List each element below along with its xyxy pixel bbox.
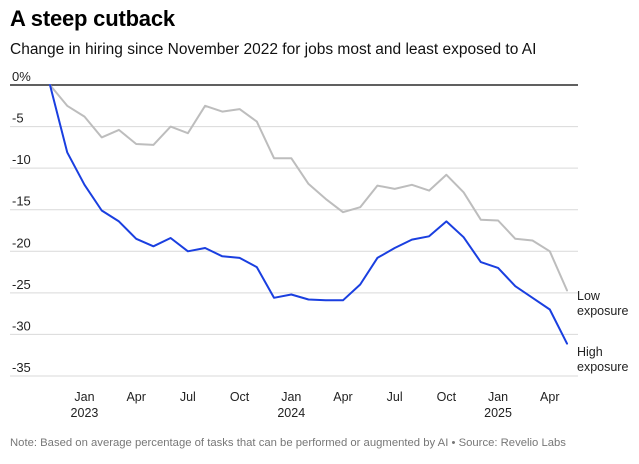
series-line [49,84,568,345]
y-tick-label: 0% [12,69,31,84]
y-tick-label: -30 [12,318,31,333]
x-axis-ticks: Jan 2023 Apr Jul Oct Jan 2024 Apr Jul Oct Jan 2025 A… [71,390,560,420]
x-tick-label: Apr [126,390,145,404]
x-tick-year: 2023 [71,406,99,420]
chart-title: A steep cutback [10,6,175,31]
series-labels: Low exposure High exposure [577,289,628,374]
y-tick-label: -5 [12,111,24,126]
series-lines [49,84,568,345]
x-tick-label: Apr [540,390,559,404]
x-tick-label: Jan [281,390,301,404]
y-tick-label: -15 [12,194,31,209]
series-label: Low exposure [577,289,628,318]
series-label: High exposure [577,345,628,374]
x-tick-label: Jan [74,390,94,404]
y-tick-label: -25 [12,277,31,292]
y-tick-label: -20 [12,235,31,250]
y-axis-ticks: 0% -5 -10 -15 -20 -25 -30 -35 [12,69,31,375]
x-tick-label: Jan [488,390,508,404]
gridlines [10,84,578,377]
source-note: Note: Based on average percentage of tas… [10,437,566,449]
series-line [49,84,568,292]
x-tick-label: Oct [230,390,250,404]
y-tick-label: -35 [12,360,31,375]
x-tick-year: 2025 [484,406,512,420]
chart-subtitle: Change in hiring since November 2022 for… [10,41,537,58]
y-tick-label: -10 [12,152,31,167]
x-tick-label: Apr [333,390,352,404]
x-tick-label: Oct [437,390,457,404]
x-tick-year: 2024 [277,406,305,420]
x-tick-label: Jul [387,390,403,404]
x-tick-label: Jul [180,390,196,404]
